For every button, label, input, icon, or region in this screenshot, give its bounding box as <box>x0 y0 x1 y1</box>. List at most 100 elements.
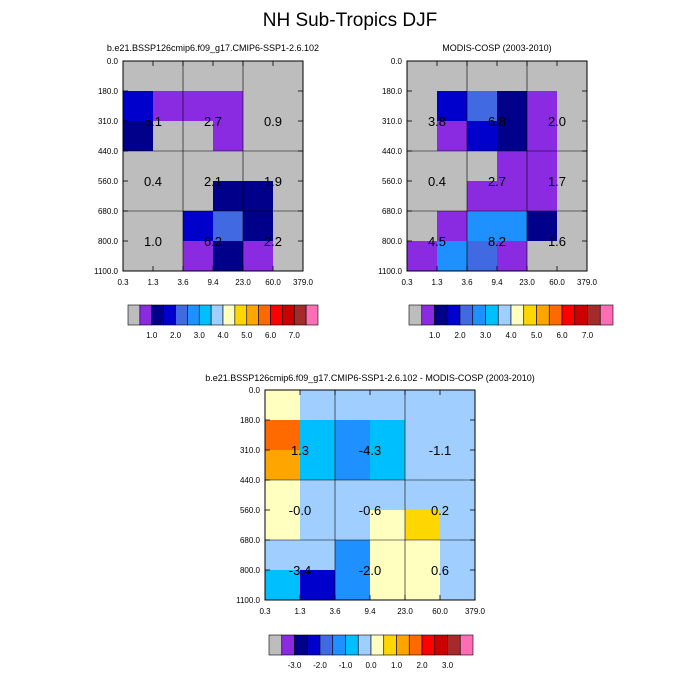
colorbar-swatch <box>587 304 601 326</box>
heatmap-cell <box>467 151 498 182</box>
colorbar-label: 1.0 <box>146 331 158 340</box>
y-tick-label: 440.0 <box>382 147 403 156</box>
heatmap-cell <box>335 570 371 601</box>
colorbar-label: -2.0 <box>313 661 327 670</box>
heatmap-cell <box>370 510 406 541</box>
y-tick-label: 680.0 <box>98 207 119 216</box>
box-value-label: 0.2 <box>431 503 449 518</box>
colorbar-swatch <box>187 304 200 326</box>
box-value-label: 4.5 <box>428 234 446 249</box>
heatmap-cell <box>440 480 476 511</box>
x-tick-label: 1.3 <box>147 278 159 287</box>
heatmap-cell <box>407 121 438 152</box>
heatmap-cell <box>527 151 558 182</box>
box-value-label: -2.0 <box>359 563 381 578</box>
colorbar-label: 5.0 <box>241 331 253 340</box>
colorbar-swatch <box>485 304 499 326</box>
heatmap-cell <box>405 450 441 481</box>
heatmap-cell <box>407 181 438 212</box>
heatmap-cell <box>557 121 588 152</box>
colorbar-swatch <box>305 304 319 326</box>
colorbar-swatch <box>345 634 359 656</box>
heatmap-cell <box>437 241 468 272</box>
heatmap-cell <box>300 480 336 511</box>
heatmap-cell <box>527 91 558 122</box>
heatmap-cell <box>437 181 468 212</box>
colorbar-swatch <box>446 304 461 326</box>
heatmap-cell <box>335 390 371 421</box>
heatmap-cell <box>265 510 301 541</box>
heatmap-cell <box>273 211 304 242</box>
heatmap-cell <box>497 211 528 242</box>
heatmap-cell <box>123 151 154 182</box>
y-tick-label: 180.0 <box>382 87 403 96</box>
heatmap-cell <box>440 450 476 481</box>
box-value-label: 0.6 <box>431 563 449 578</box>
colorbar-swatch <box>510 304 525 326</box>
colorbar-swatch <box>396 634 410 656</box>
heatmap-cell <box>557 91 588 122</box>
colorbar-label: 4.0 <box>217 331 229 340</box>
colorbar-label: 6.0 <box>556 331 568 340</box>
heatmap-cell <box>123 181 154 212</box>
heatmap-cell <box>497 91 528 122</box>
x-tick-label: 60.0 <box>549 278 565 287</box>
heatmap-cell <box>273 61 304 92</box>
x-tick-label: 3.6 <box>461 278 473 287</box>
x-tick-label: 23.0 <box>235 278 251 287</box>
heatmap-cell <box>467 241 498 272</box>
colorbar-label: 1.0 <box>429 331 441 340</box>
colorbar-swatch <box>139 304 153 326</box>
heatmap-cell <box>437 61 468 92</box>
heatmap-cell <box>407 61 438 92</box>
heatmap-cell <box>467 181 498 212</box>
heatmap-cell <box>243 181 274 212</box>
colorbar-label: 3.0 <box>480 331 492 340</box>
colorbar-swatch <box>306 634 321 656</box>
heatmap-cell <box>370 450 406 481</box>
heatmap-cell <box>527 211 558 242</box>
colorbar-swatch <box>459 634 474 656</box>
heatmap-cell <box>467 211 498 242</box>
colorbar-swatch <box>332 634 346 656</box>
colorbar-swatch <box>234 304 248 326</box>
colorbar-swatch <box>357 634 372 656</box>
colorbar-swatch <box>222 304 236 326</box>
colorbar-swatch <box>198 304 212 326</box>
heatmap-cell <box>273 241 304 272</box>
x-tick-label: 3.6 <box>177 278 189 287</box>
colorbar-label: 7.0 <box>582 331 594 340</box>
heatmap-cell <box>213 91 244 122</box>
box-value-label: 6.8 <box>488 114 506 129</box>
x-tick-label: 379.0 <box>293 278 314 287</box>
heatmap-cell <box>370 570 406 601</box>
box-value-label: 1.7 <box>548 174 566 189</box>
colorbar-swatch <box>151 304 164 326</box>
colorbar-swatch <box>447 634 461 656</box>
panel-difference: b.e21.BSSP126cmip6.f09_g17.CMIP6-SSP1-2.… <box>205 373 535 670</box>
box-value-label: 2.1 <box>204 174 222 189</box>
heatmap-cell <box>243 61 274 92</box>
heatmap-cell <box>527 61 558 92</box>
heatmap-cell <box>405 570 441 601</box>
colorbar-swatch <box>548 304 563 326</box>
colorbar-label: 2.0 <box>454 331 466 340</box>
y-tick-label: 800.0 <box>240 566 261 575</box>
panel-title: MODIS-COSP (2003-2010) <box>442 43 551 53</box>
colorbar-swatch <box>383 634 397 656</box>
y-tick-label: 310.0 <box>240 446 261 455</box>
colorbar-label: 2.0 <box>416 661 428 670</box>
colorbar-label: 3.0 <box>442 661 454 670</box>
heatmap-cell <box>335 510 371 541</box>
heatmap-cell <box>467 91 498 122</box>
y-tick-label: 1100.0 <box>236 596 260 605</box>
x-tick-label: 23.0 <box>397 607 413 616</box>
heatmap-cell <box>153 151 184 182</box>
x-tick-label: 23.0 <box>519 278 535 287</box>
heatmap-cell <box>300 390 336 421</box>
y-tick-label: 0.0 <box>249 386 261 395</box>
heatmap-cell <box>557 211 588 242</box>
heatmap-cell <box>183 241 214 272</box>
heatmap-cell <box>273 121 304 152</box>
